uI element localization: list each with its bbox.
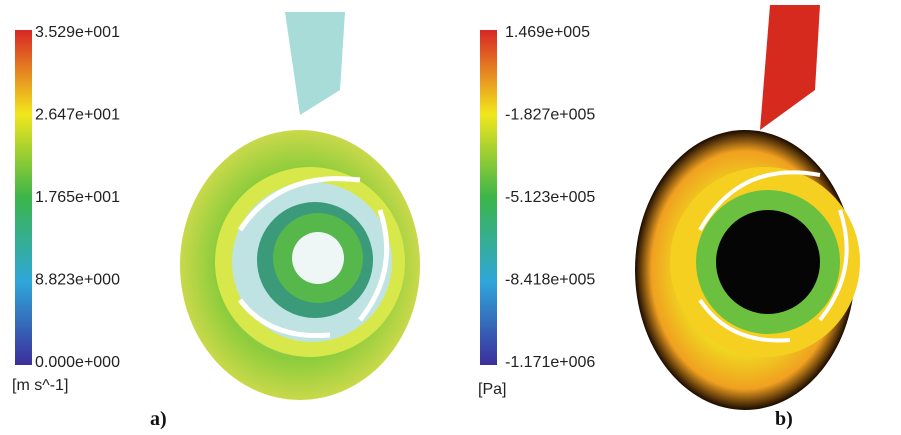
colorbar-labels: 3.529e+001 2.647e+001 1.765e+001 8.823e+000… [35, 24, 120, 371]
pressure-field [635, 5, 860, 410]
scale-label: 3.529e+001 [35, 24, 120, 41]
scale-label: 1.469e+005 [505, 24, 590, 41]
scale-label: -8.418e+005 [505, 272, 595, 289]
scale-label: 2.647e+001 [35, 107, 120, 124]
colorbar [15, 30, 32, 365]
scale-label: -1.171e+006 [505, 354, 595, 371]
unit: [m s^-1] [12, 377, 68, 394]
scale-label: -1.827e+005 [505, 107, 595, 124]
figure: 3.529e+001 2.647e+001 1.765e+001 8.823e+000… [0, 0, 901, 435]
scale-label: 0.000e+000 [35, 354, 120, 371]
unit: [Pa] [478, 381, 506, 398]
velocity-field [180, 12, 420, 400]
colorbar [480, 30, 497, 365]
scale-label: 8.823e+000 [35, 272, 120, 289]
caption: a) [150, 408, 167, 430]
caption: b) [775, 408, 793, 430]
scale-label: 1.765e+001 [35, 189, 120, 206]
scale-label: -5.123e+005 [505, 189, 595, 206]
colorbar-labels: 1.469e+005 -1.827e+005 -5.123e+005 -8.418e+… [505, 24, 595, 371]
